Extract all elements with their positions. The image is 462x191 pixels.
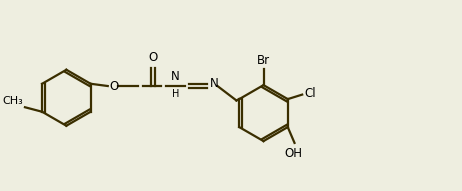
Text: H: H: [172, 89, 179, 99]
Text: Br: Br: [257, 54, 270, 67]
Text: O: O: [148, 51, 158, 64]
Text: OH: OH: [284, 147, 302, 160]
Text: N: N: [210, 77, 219, 90]
Text: Cl: Cl: [304, 87, 316, 100]
Text: N: N: [171, 70, 180, 83]
Text: CH₃: CH₃: [2, 96, 23, 106]
Text: O: O: [109, 79, 118, 92]
